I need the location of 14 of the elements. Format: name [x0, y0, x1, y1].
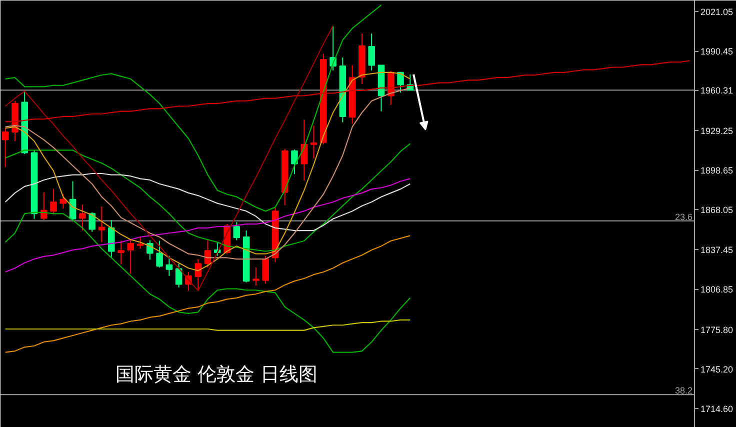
y-tick-label: 1745.20	[700, 364, 734, 374]
y-tick-label: 1990.45	[700, 46, 734, 57]
y-tick-label: 1960.31	[700, 86, 734, 96]
text: 国际黄金 伦敦金 日线图	[116, 364, 318, 386]
y-tick-label: 1806.85	[700, 284, 734, 295]
y-tick-label: 2021.05	[700, 6, 734, 17]
y-tick-label: 1775.80	[700, 324, 734, 335]
annotation: 38.2	[674, 386, 693, 396]
y-tick-label: 1714.60	[700, 404, 734, 414]
y-tick-label: 1898.65	[700, 166, 734, 176]
y-tick-label: 1929.25	[700, 126, 734, 136]
y-tick-label: 1837.45	[700, 244, 734, 255]
y-tick-label: 1868.05	[700, 205, 734, 216]
annotation: 23.6	[674, 212, 693, 222]
